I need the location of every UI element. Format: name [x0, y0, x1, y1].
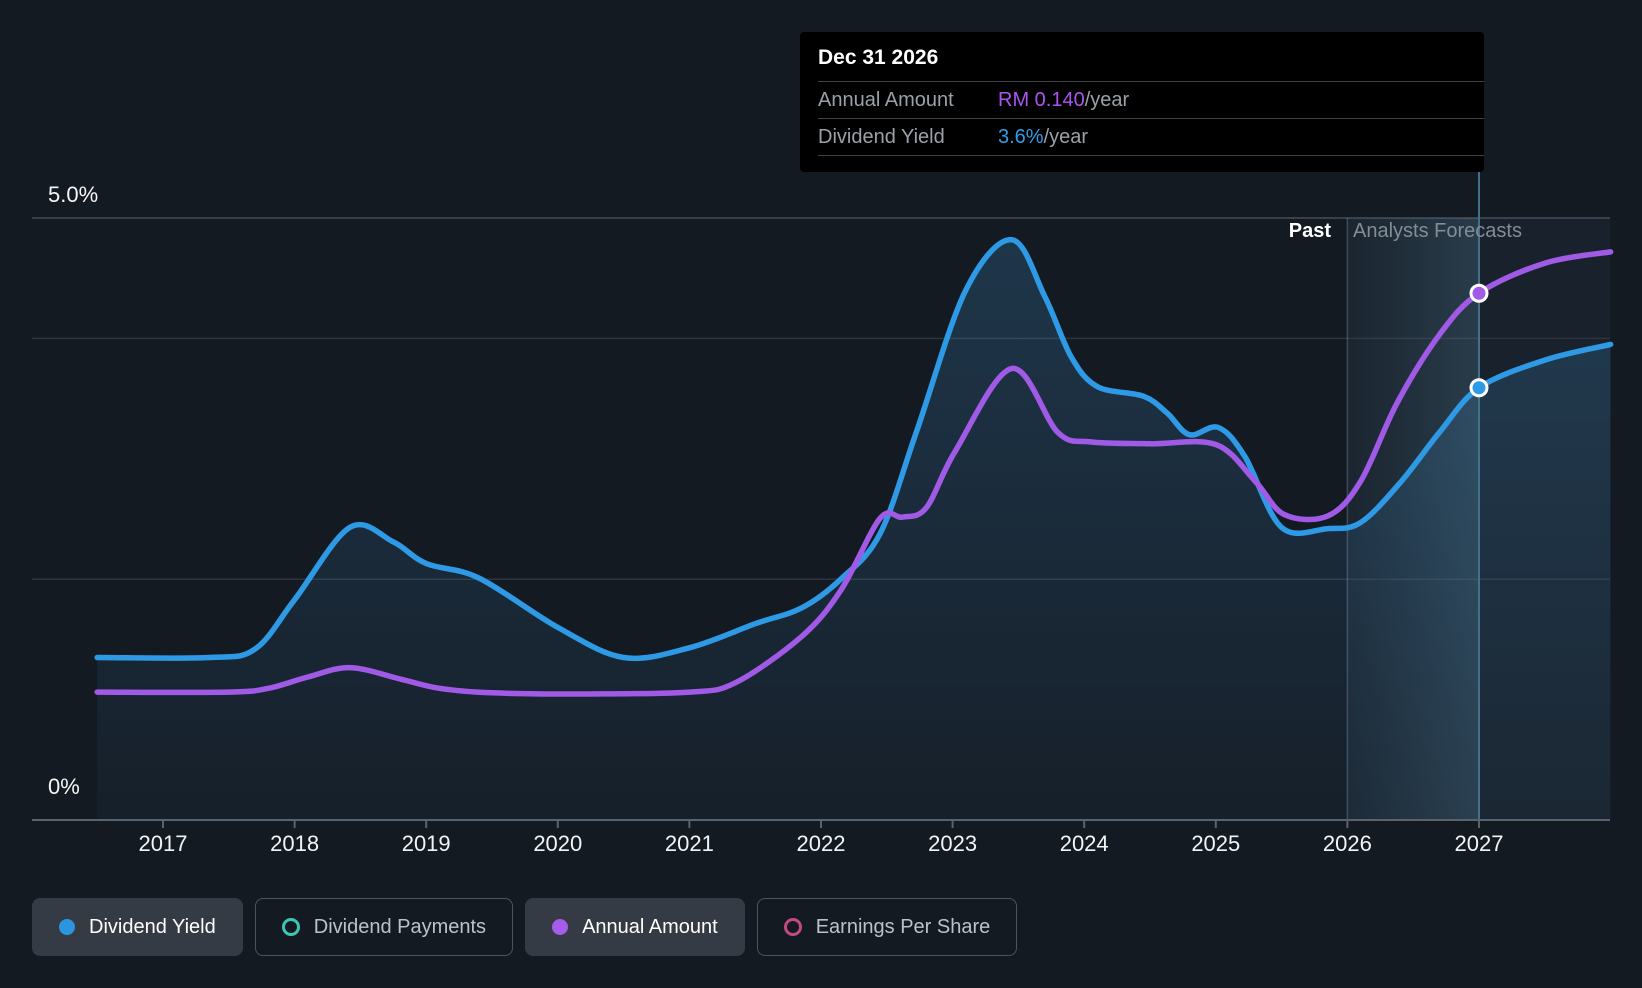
- legend-label-dividend-payments: Dividend Payments: [313, 915, 487, 938]
- earnings-per-share-swatch-icon: [783, 918, 802, 936]
- x-axis-label-2023: 2023: [928, 831, 978, 856]
- x-axis-label-2026: 2026: [1322, 831, 1372, 856]
- legend-label-annual-amount: Annual Amount: [582, 915, 718, 938]
- tooltip-label-dividend-yield: Dividend Yield: [818, 125, 945, 148]
- tooltip-date: Dec 31 2026: [818, 46, 939, 69]
- x-axis-label-2018: 2018: [270, 831, 320, 856]
- dividend-yield-line[interactable]: [94, 236, 1614, 662]
- chart-tooltip: Dec 31 2026 Annual Amount RM 0.140/year …: [800, 32, 1484, 172]
- annual-amount-swatch-icon: [552, 919, 569, 935]
- x-axis-label-2021: 2021: [664, 831, 714, 856]
- tooltip-row-dividend-yield: Dividend Yield 3.6%/year: [818, 118, 1484, 155]
- tooltip-value-dividend-yield: 3.6%: [998, 125, 1044, 148]
- x-axis-label-2020: 2020: [533, 831, 583, 856]
- legend-toggle-earnings-per-share[interactable]: Earnings Per Share: [756, 898, 1018, 956]
- dividend-yield-area: [97, 239, 1611, 820]
- y-axis-label-top: 5.0%: [48, 182, 99, 207]
- tooltip-suffix-annual-amount: /year: [1084, 88, 1130, 111]
- tooltip-suffix-dividend-yield: /year: [1043, 125, 1089, 148]
- dividend-payments-swatch-icon: [281, 918, 300, 936]
- legend-toggle-dividend-yield[interactable]: Dividend Yield: [32, 898, 243, 956]
- dividend-yield-swatch-icon: [59, 919, 75, 935]
- dividend-yield-marker[interactable]: [1469, 378, 1489, 398]
- legend-label-dividend-yield: Dividend Yield: [89, 915, 216, 938]
- x-axis-label-2022: 2022: [796, 831, 846, 856]
- forecast-label: Analysts Forecasts: [1353, 220, 1522, 242]
- annual-amount-line[interactable]: [94, 249, 1614, 697]
- tooltip-footer-divider: [818, 155, 1484, 170]
- x-axis-label-2019: 2019: [401, 831, 451, 856]
- chart-legend: Dividend Yield Dividend Payments Annual Am…: [32, 898, 1018, 956]
- x-axis-label-2027: 2027: [1454, 831, 1504, 856]
- tooltip-row-annual-amount: Annual Amount RM 0.140/year: [818, 81, 1484, 118]
- annual-amount-marker[interactable]: [1469, 283, 1489, 303]
- legend-label-earnings-per-share: Earnings Per Share: [815, 915, 991, 938]
- tooltip-value-annual-amount: RM 0.140: [998, 88, 1085, 111]
- x-axis-label-2017: 2017: [138, 831, 188, 856]
- tooltip-label-annual-amount: Annual Amount: [818, 88, 954, 111]
- y-axis-label-zero: 0%: [48, 774, 80, 799]
- x-axis-label-2024: 2024: [1059, 831, 1109, 856]
- x-axis-label-2025: 2025: [1191, 831, 1241, 856]
- past-label: Past: [1288, 220, 1331, 242]
- legend-toggle-annual-amount[interactable]: Annual Amount: [525, 898, 745, 956]
- legend-toggle-dividend-payments[interactable]: Dividend Payments: [254, 898, 514, 956]
